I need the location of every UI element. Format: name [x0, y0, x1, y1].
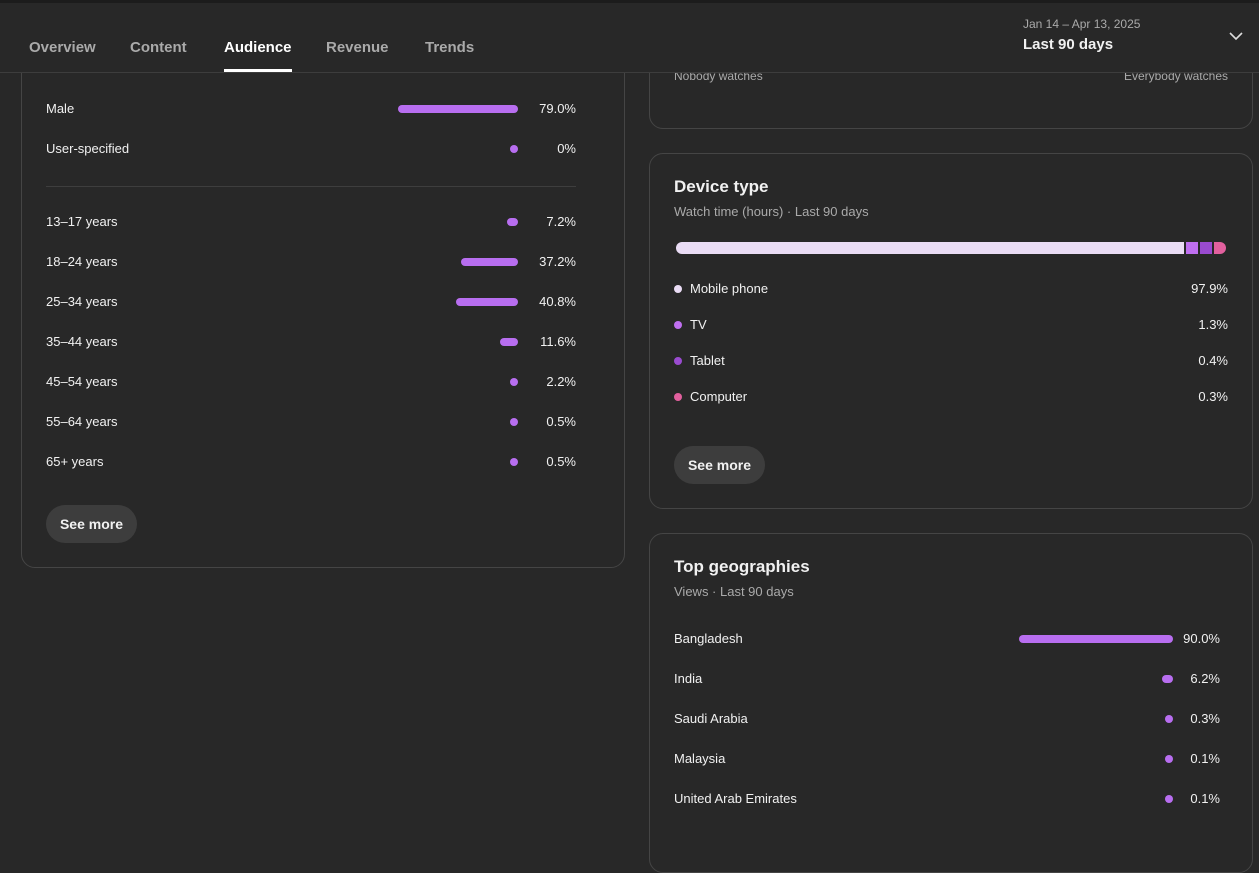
row-value: 37.2%	[539, 254, 576, 269]
row-label: Bangladesh	[674, 631, 743, 646]
tab[interactable]: Revenue	[326, 39, 389, 56]
row-label: 13–17 years	[46, 214, 118, 229]
bar	[1165, 715, 1173, 723]
period[interactable]: Last 90 days	[1023, 36, 1114, 53]
card-subtitle: Watch time (hours) · Last 90 days	[674, 204, 869, 219]
legend-label: Mobile phone	[690, 281, 769, 296]
row-label: India	[674, 671, 703, 686]
see-more-button[interactable]: See more	[46, 505, 137, 543]
bar-segment	[1186, 242, 1198, 254]
legend-label: Computer	[690, 389, 748, 404]
stacked-bar	[676, 242, 1226, 254]
row-value: 0.5%	[546, 414, 576, 429]
legend-label: TV	[690, 317, 707, 332]
row-value: 0%	[557, 141, 576, 156]
legend-dot	[674, 393, 682, 401]
device-card	[649, 153, 1253, 509]
row-value: 7.2%	[546, 214, 576, 229]
row-label: 25–34 years	[46, 294, 118, 309]
row-value: 6.2%	[1190, 671, 1220, 686]
legend-value: 1.3%	[1198, 317, 1228, 332]
row-value: 79.0%	[539, 101, 576, 116]
bar	[461, 258, 518, 266]
bar	[1165, 755, 1173, 763]
row-label: 18–24 years	[46, 254, 118, 269]
row-label: User-specified	[46, 141, 130, 156]
legend-dot	[674, 321, 682, 329]
bar	[500, 338, 518, 346]
legend-label: Tablet	[690, 353, 725, 368]
row-value: 0.1%	[1190, 751, 1220, 766]
bar	[1165, 795, 1173, 803]
see-more-button[interactable]: See more	[674, 446, 765, 484]
card-subtitle: Views · Last 90 days	[674, 584, 794, 599]
bar-segment	[1214, 242, 1226, 254]
bar	[1019, 635, 1173, 643]
date-range[interactable]: Jan 14 – Apr 13, 2025	[1023, 17, 1141, 31]
card-title: Device type	[674, 177, 769, 196]
row-value: 11.6%	[540, 334, 576, 349]
bar	[510, 418, 518, 426]
row-value: 0.3%	[1190, 711, 1220, 726]
card-title: Top geographies	[674, 557, 810, 576]
row-value: 90.0%	[1183, 631, 1220, 646]
top-strip	[0, 0, 1259, 3]
demographics-card	[21, 0, 625, 568]
row-label: 45–54 years	[46, 374, 118, 389]
row-label: Malaysia	[674, 751, 726, 766]
row-label: 55–64 years	[46, 414, 118, 429]
row-value: 0.1%	[1190, 791, 1220, 806]
row-value: 40.8%	[539, 294, 576, 309]
row-value: 2.2%	[546, 374, 576, 389]
bar-segment	[676, 242, 1184, 254]
legend-dot	[674, 285, 682, 293]
row-label: United Arab Emirates	[674, 791, 797, 806]
row-label: 65+ years	[46, 454, 104, 469]
legend-value: 0.3%	[1198, 389, 1228, 404]
bar	[455, 298, 518, 306]
row-label: 35–44 years	[46, 334, 118, 349]
tab[interactable]: Overview	[29, 39, 96, 56]
header: Jan 14 – Apr 13, 2025 Last 90 days Overv…	[0, 0, 1259, 73]
bar	[1162, 675, 1173, 683]
divider	[46, 186, 576, 187]
tab[interactable]: Trends	[425, 39, 475, 56]
bar	[510, 145, 518, 153]
legend-value: 0.4%	[1198, 353, 1228, 368]
row-label: Male	[46, 101, 75, 116]
bar	[397, 105, 518, 113]
tab[interactable]: Audience	[224, 39, 292, 56]
bar	[510, 378, 518, 386]
bar	[507, 218, 518, 226]
bar-segment	[1200, 242, 1212, 254]
legend-value: 97.9%	[1191, 281, 1228, 296]
dropdown-icon[interactable]	[1228, 30, 1244, 42]
legend-dot	[674, 357, 682, 365]
row-value: 0.5%	[546, 454, 576, 469]
row-label: Saudi Arabia	[674, 711, 748, 726]
bar	[510, 458, 518, 466]
tab[interactable]: Content	[130, 39, 187, 56]
tab-underline	[224, 69, 292, 72]
